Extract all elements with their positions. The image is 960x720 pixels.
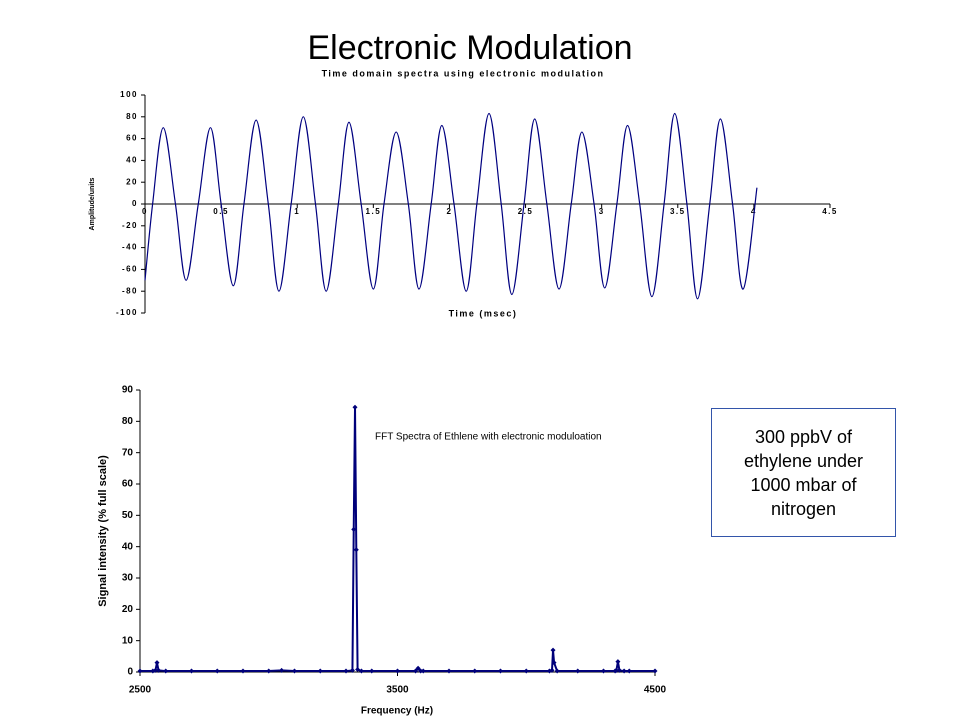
data-point — [446, 668, 452, 674]
x-tick-label: 4 — [751, 207, 757, 216]
y-tick-label: -20 — [122, 221, 138, 230]
data-point — [575, 668, 581, 674]
data-point — [613, 667, 619, 673]
y-tick-label: 10 — [122, 635, 134, 646]
data-point — [292, 668, 297, 674]
y-tick-label: 40 — [122, 541, 134, 552]
x-tick-label: 2 — [446, 207, 452, 216]
data-point — [621, 668, 627, 674]
y-tick-label: 60 — [122, 479, 134, 490]
y-tick-label: 80 — [126, 112, 138, 121]
data-point — [240, 668, 246, 674]
y-tick-label: -40 — [122, 243, 138, 252]
data-point — [358, 668, 364, 674]
data-point — [616, 667, 622, 673]
x-tick-label: 3.5 — [670, 207, 686, 216]
data-point — [369, 668, 375, 674]
data-point — [349, 667, 355, 673]
y-tick-label: -100 — [116, 308, 138, 317]
data-point — [652, 668, 658, 674]
data-point — [351, 526, 357, 532]
data-point — [420, 668, 426, 674]
data-point — [472, 668, 478, 674]
chart-title: FFT Spectra of Ethlene with electronic m… — [375, 432, 602, 443]
y-tick-label: 50 — [122, 510, 134, 521]
data-point — [152, 667, 158, 673]
data-point — [418, 668, 424, 674]
x-tick-label: 4500 — [644, 685, 667, 696]
data-point — [523, 668, 529, 674]
data-line — [144, 112, 758, 300]
y-tick-label: 70 — [122, 447, 134, 458]
annotation-box: 300 ppbV of ethylene under 1000 mbar of … — [711, 408, 896, 537]
y-tick-label: 90 — [122, 385, 134, 396]
x-axis-label: Frequency (Hz) — [361, 706, 433, 717]
data-point — [154, 660, 160, 666]
y-tick-label: 80 — [122, 416, 134, 427]
x-tick-label: 0 — [142, 207, 148, 216]
y-tick-label: 20 — [122, 604, 134, 615]
data-point — [601, 668, 606, 674]
data-point — [355, 666, 361, 672]
data-point — [615, 659, 621, 665]
data-point — [317, 668, 323, 674]
x-tick-label: 0.5 — [213, 207, 229, 216]
y-axis-label: Signal intensity (% full scale) — [97, 455, 109, 607]
x-tick-label: 2500 — [129, 685, 152, 696]
data-point — [413, 668, 419, 674]
data-point — [214, 668, 220, 674]
x-tick-label: 4.5 — [822, 207, 838, 216]
data-point — [549, 667, 555, 673]
data-point — [343, 668, 349, 674]
data-point — [395, 668, 400, 674]
data-point — [163, 668, 169, 674]
data-point — [626, 668, 632, 674]
annotation: 300 ppbV of ethylene under 1000 mbar of … — [743, 426, 864, 519]
data-point — [189, 668, 194, 674]
x-tick-label: 1 — [294, 207, 300, 216]
x-tick-label: 3 — [599, 207, 605, 216]
data-point — [353, 547, 359, 553]
y-tick-label: 0 — [127, 667, 133, 678]
x-tick-label: 2.5 — [518, 207, 534, 216]
y-tick-label: 0 — [132, 199, 138, 208]
chart-title: Time domain spectra using electronic mod… — [322, 68, 605, 78]
data-point — [498, 668, 503, 674]
data-line — [140, 407, 655, 673]
x-tick-label: 1.5 — [366, 207, 382, 216]
data-point — [352, 404, 358, 410]
data-point — [266, 668, 272, 674]
data-point — [554, 668, 560, 674]
data-point — [551, 660, 557, 666]
y-tick-label: -80 — [122, 286, 138, 295]
y-axis-label: Amplitude/units — [89, 177, 96, 230]
data-point — [137, 668, 143, 674]
y-tick-label: 40 — [126, 156, 138, 165]
y-tick-label: 20 — [126, 177, 138, 186]
data-point — [156, 667, 162, 673]
data-point — [415, 665, 421, 671]
y-tick-label: -60 — [122, 265, 138, 274]
data-point — [279, 667, 285, 673]
y-tick-label: 60 — [126, 134, 138, 143]
x-tick-label: 3500 — [386, 685, 409, 696]
y-tick-label: 30 — [122, 573, 134, 584]
y-tick-label: 100 — [120, 90, 138, 99]
x-axis-label: Time (msec) — [449, 308, 518, 318]
data-point — [550, 647, 556, 653]
slide-title: Electronic Modulation — [307, 29, 632, 67]
